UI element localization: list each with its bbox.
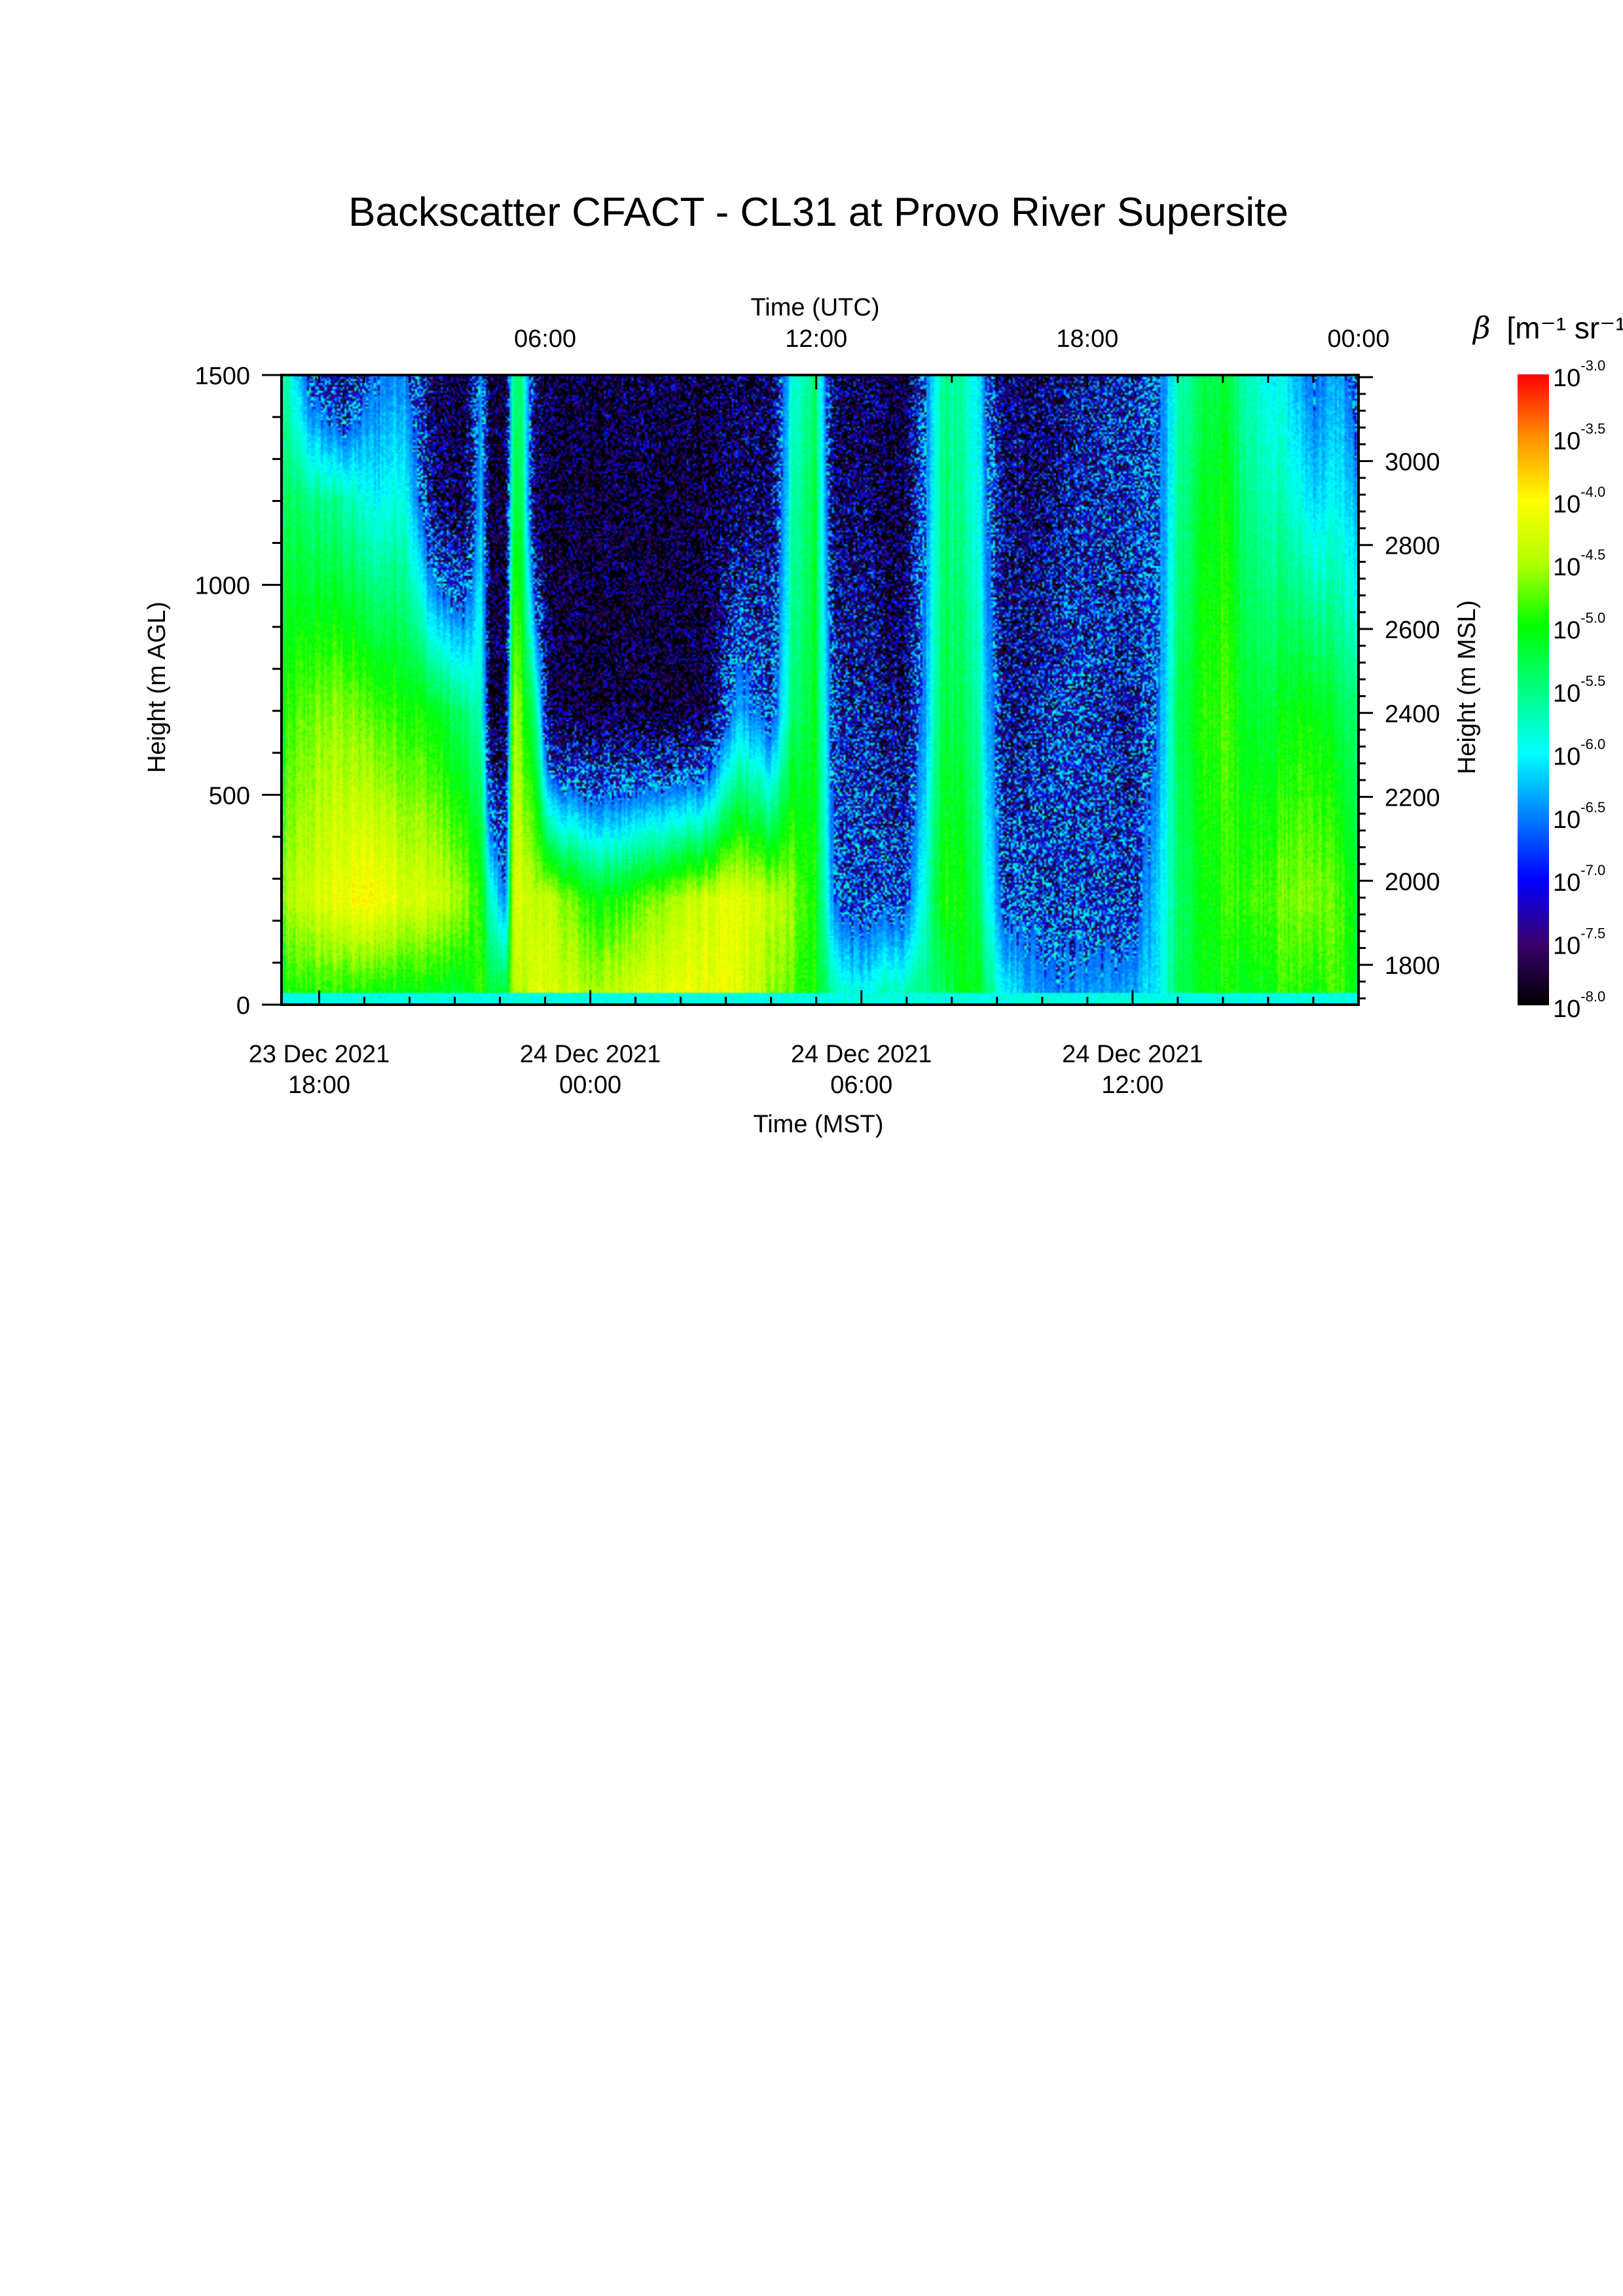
right-tick-label: 1800: [1385, 952, 1440, 980]
colorbar-tick-label: 10-7.0: [1553, 862, 1605, 897]
beta-unit: [m⁻¹ sr⁻¹]: [1506, 311, 1623, 345]
right-tick-label: 3000: [1385, 448, 1440, 476]
chart-title: Backscatter CFACT - CL31 at Provo River …: [348, 190, 1288, 235]
colorbar-tick-label: 10-7.5: [1553, 925, 1605, 960]
colorbar-tick-exponent: -3.5: [1580, 420, 1605, 437]
colorbar-label: β [m⁻¹ sr⁻¹]: [1472, 310, 1623, 346]
bottom-tick-date: 24 Dec 2021: [1062, 1041, 1203, 1068]
colorbar-tick-label: 10-5.5: [1553, 673, 1605, 708]
left-tick-label: 1000: [194, 573, 250, 600]
colorbar-tick-base: 10: [1553, 617, 1580, 645]
colorbar-tick-base: 10: [1553, 933, 1580, 960]
colorbar-tick-exponent: -4.0: [1580, 484, 1605, 500]
colorbar-tick-base: 10: [1553, 427, 1580, 455]
colorbar-scale: [1518, 374, 1549, 1005]
bottom-tick-date: 23 Dec 2021: [249, 1041, 390, 1068]
left-tick-label: 1500: [194, 363, 250, 390]
bottom-tick-time: 06:00: [830, 1071, 892, 1099]
colorbar-tick-exponent: -4.5: [1580, 547, 1605, 563]
chart-svg: Backscatter CFACT - CL31 at Provo River …: [143, 190, 1623, 1138]
colorbar-tick-exponent: -5.0: [1580, 610, 1605, 626]
left-tick-label: 0: [236, 992, 250, 1020]
colorbar-tick-exponent: -5.5: [1580, 673, 1605, 689]
left-tick-label: 500: [209, 782, 250, 810]
right-axis-label: Height (m MSL): [1453, 600, 1481, 774]
left-axis: 0 500 1000 1500: [194, 363, 282, 1020]
bottom-tick-time: 18:00: [288, 1071, 350, 1099]
plot-frame: [280, 374, 1360, 1006]
bottom-tick-date: 24 Dec 2021: [520, 1041, 661, 1068]
left-axis-label: Height (m AGL): [143, 601, 171, 773]
top-axis: 06:00 12:00 18:00 00:00: [318, 325, 1390, 389]
top-tick-label: 06:00: [514, 325, 576, 353]
right-tick-label: 2000: [1385, 869, 1440, 896]
colorbar-tick-label: 10-5.0: [1553, 610, 1605, 645]
colorbar-tick-label: 10-6.0: [1553, 736, 1605, 770]
colorbar-tick-base: 10: [1553, 365, 1580, 392]
colorbar-tick-base: 10: [1553, 869, 1580, 897]
beta-symbol: β: [1472, 310, 1491, 346]
backscatter-heatmap: [282, 375, 1359, 1005]
colorbar-tick-exponent: -6.0: [1580, 736, 1605, 752]
top-tick-label: 00:00: [1327, 325, 1389, 353]
bottom-tick-time: 12:00: [1101, 1071, 1163, 1099]
bottom-tick-time: 00:00: [559, 1071, 621, 1099]
bottom-axis: 23 Dec 2021 18:00 24 Dec 2021 00:00 24 Dec 2…: [249, 990, 1315, 1099]
right-tick-label: 2600: [1385, 617, 1440, 644]
colorbar-tick-exponent: -7.5: [1580, 925, 1605, 942]
right-tick-label: 2800: [1385, 533, 1440, 560]
right-tick-label: 2400: [1385, 700, 1440, 728]
colorbar-tick-base: 10: [1553, 554, 1580, 581]
colorbar-tick-base: 10: [1553, 680, 1580, 708]
colorbar-tick-label: 10-3.5: [1553, 420, 1605, 455]
colorbar-tick-base: 10: [1553, 996, 1580, 1023]
top-tick-label: 18:00: [1056, 325, 1118, 353]
colorbar-tick-base: 10: [1553, 491, 1580, 518]
right-tick-label: 2200: [1385, 785, 1440, 812]
colorbar-tick-base: 10: [1553, 806, 1580, 834]
colorbar-tick-label: 10-3.0: [1553, 357, 1605, 392]
colorbar-tick-exponent: -8.0: [1580, 988, 1605, 1005]
bottom-tick-date: 24 Dec 2021: [791, 1041, 932, 1068]
top-tick-label: 12:00: [785, 325, 847, 353]
colorbar-tick-exponent: -3.0: [1580, 357, 1605, 374]
backscatter-figure: Backscatter CFACT - CL31 at Provo River …: [143, 190, 1623, 1138]
top-axis-label: Time (UTC): [751, 294, 880, 321]
bottom-axis-label: Time (MST): [753, 1111, 883, 1138]
colorbar-tick-label: 10-4.5: [1553, 547, 1605, 581]
colorbar-tick-base: 10: [1553, 743, 1580, 770]
colorbar-tick-exponent: -6.5: [1580, 799, 1605, 816]
plot-area: [282, 375, 1359, 1005]
colorbar-tick-label: 10-4.0: [1553, 484, 1605, 518]
colorbar-tick-label: 10-8.0: [1553, 988, 1605, 1023]
right-axis: 1800 2000 2200 2400 2600 2800 3000: [1359, 376, 1440, 999]
colorbar-tick-exponent: -7.0: [1580, 862, 1605, 878]
colorbar: β [m⁻¹ sr⁻¹] 10-3.010-3.510-4.010-4.510-…: [1472, 310, 1623, 1023]
colorbar-ticks: 10-3.010-3.510-4.010-4.510-5.010-5.510-6…: [1553, 357, 1605, 1023]
colorbar-tick-label: 10-6.5: [1553, 799, 1605, 834]
